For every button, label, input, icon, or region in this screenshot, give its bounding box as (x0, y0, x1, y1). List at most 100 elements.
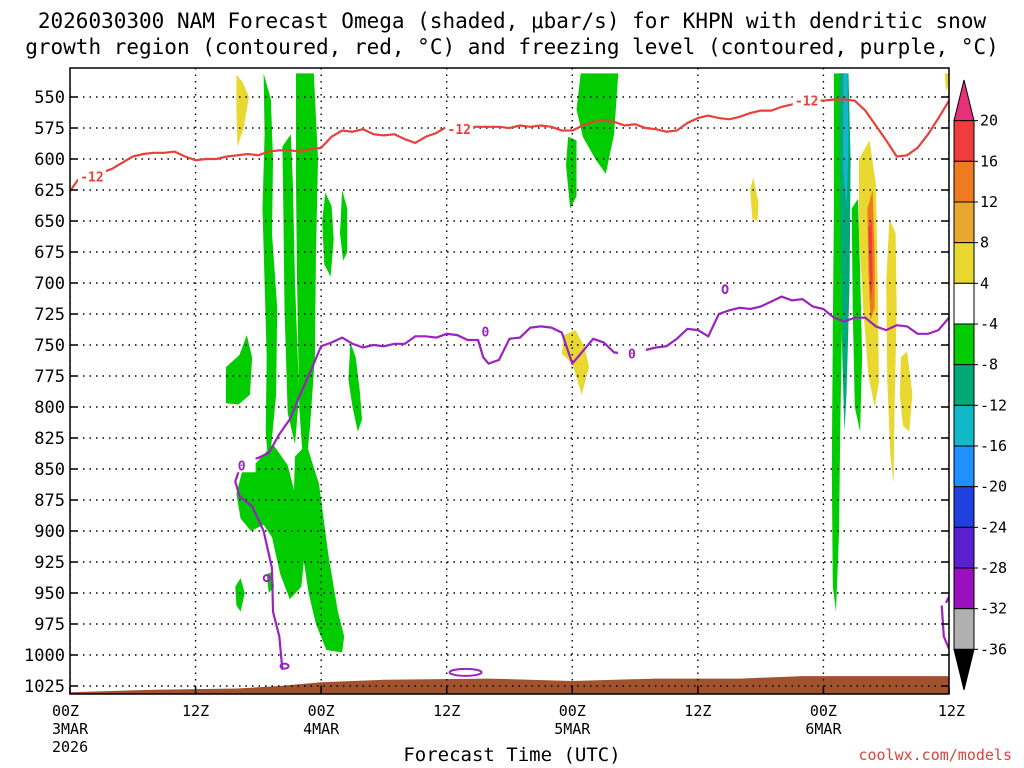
x-tick-label-0: 00Z (52, 702, 79, 720)
y-tick-label-19: 1025 (24, 677, 65, 697)
x-tick-label-1: 12Z (182, 702, 209, 720)
y-tick-label-4: 650 (34, 212, 65, 232)
colorbar-label-1: 16 (980, 152, 998, 170)
omega-region-14 (561, 330, 589, 395)
chart-title: 2026030300 NAM Forecast Omega (shaded, μ… (0, 8, 1024, 60)
omega-region-13 (566, 136, 577, 209)
x-tick-year-0: 2026 (52, 738, 88, 756)
colorbar-label-8: -16 (980, 437, 1007, 455)
omega-region-11 (348, 342, 362, 432)
contours: -12 -12 -12 0 0 0 (70, 92, 949, 677)
omega-region-18 (843, 73, 849, 209)
freezing-contour (238, 295, 949, 470)
credit-text: coolwx.com/models (858, 746, 1012, 764)
omega-region-3 (282, 134, 300, 445)
colorbar-label-11: -28 (980, 559, 1007, 577)
colorbar-swatch-6 (953, 323, 975, 366)
x-tick-date-6: 6MAR (805, 720, 842, 738)
omega-region-7 (235, 578, 245, 612)
colorbar-swatch-14 (953, 648, 975, 691)
y-tick-label-0: 550 (34, 88, 65, 108)
colorbar-swatch-3 (953, 201, 975, 244)
contour-label-bg-dgz-1 (77, 168, 106, 184)
x-tick-date-2: 4MAR (303, 720, 340, 738)
colorbar-swatch-4 (953, 242, 975, 284)
y-tick-label-5: 675 (34, 243, 65, 263)
x-tick-date-0: 3MAR (52, 720, 89, 738)
omega-region-10 (340, 190, 348, 261)
colorbar-swatch-1 (953, 120, 975, 162)
freezing-contour-blob-4 (721, 284, 729, 295)
y-tick-label-3: 625 (34, 181, 65, 201)
y-tick-label-12: 850 (34, 460, 65, 480)
contour-label-bg-fz-2 (471, 323, 500, 339)
colorbar-label-3: 8 (980, 234, 989, 252)
y-tick-label-17: 975 (34, 615, 65, 635)
y-tick-label-7: 725 (34, 305, 65, 325)
colorbar-label-2: 12 (980, 193, 998, 211)
title-line-1: 2026030300 NAM Forecast Omega (shaded, μ… (37, 9, 987, 33)
colorbar-swatch-5 (953, 282, 975, 325)
omega-region-2 (225, 335, 253, 405)
contour-label-fz-1: 0 (238, 459, 246, 474)
contour-label-dgz-2: -12 (448, 123, 471, 138)
omega-region-5 (236, 444, 305, 600)
colorbar-swatch-11 (953, 526, 975, 569)
y-tick-label-1: 575 (34, 119, 65, 139)
plot-border (69, 67, 950, 695)
title-line-2: growth region (contoured, red, °C) and f… (25, 35, 999, 59)
contour-label-bg-dgz-2 (445, 121, 474, 137)
x-tick-label-4: 00Z (559, 702, 586, 720)
colorbar-label-12: -32 (980, 600, 1007, 618)
colorbar-label-13: -36 (980, 640, 1007, 658)
omega-region-15 (750, 177, 759, 221)
y-tick-label-9: 775 (34, 367, 65, 387)
colorbar-swatch-0 (953, 79, 975, 122)
contour-label-dgz-1: -12 (80, 170, 103, 185)
freezing-contour-lower (234, 462, 284, 671)
y-tick-label-14: 900 (34, 522, 65, 542)
y-tick-label-18: 1000 (24, 646, 65, 666)
colorbar-label-0: 20 (980, 112, 998, 130)
omega-region-24 (899, 351, 913, 432)
omega-region-22 (868, 221, 873, 302)
omega-region-6 (293, 444, 345, 653)
terrain-surface (70, 676, 949, 694)
plot-frame (69, 67, 950, 695)
contour-label-fz-3: 0 (628, 348, 636, 363)
colorbar-swatch-10 (953, 486, 975, 528)
x-axis-title: Forecast Time (UTC) (403, 744, 621, 766)
x-tick-label-5: 12Z (684, 702, 711, 720)
omega-region-4 (296, 73, 318, 482)
omega-region-1 (262, 73, 278, 472)
colorbar-swatch-2 (953, 160, 975, 203)
x-tick-label-6: 00Z (810, 702, 837, 720)
colorbar-label-10: -24 (980, 518, 1007, 536)
x-tick-label-3: 12Z (433, 702, 460, 720)
terrain (70, 676, 949, 694)
y-axis: 550 575 600 625 650 675 700 725 750 775 800 825 850 8… (24, 88, 949, 697)
colorbar-swatch-9 (953, 445, 975, 488)
omega-region-9 (322, 192, 334, 277)
plot-background (70, 68, 949, 694)
colorbar-label-7: -12 (980, 396, 1007, 414)
freezing-contour-blob-1 (262, 574, 271, 583)
colorbar-swatch-13 (953, 608, 975, 650)
contour-label-bg-fz-1 (227, 457, 256, 473)
y-tick-label-11: 825 (34, 429, 65, 449)
colorbar-swatch-12 (953, 567, 975, 610)
x-tick-label-7: 12Z (938, 702, 965, 720)
grid (70, 68, 949, 694)
plot-area (70, 68, 949, 694)
colorbar-label-4: 4 (980, 274, 989, 292)
y-tick-label-6: 700 (34, 274, 65, 294)
contour-label-dgz-3: -12 (795, 95, 818, 110)
contour-label-bg-fz-3 (617, 345, 646, 361)
omega-region-23 (886, 218, 897, 484)
y-tick-label-15: 925 (34, 553, 65, 573)
y-tick-label-13: 875 (34, 491, 65, 511)
omega-region-12 (576, 73, 619, 174)
x-tick-date-4: 5MAR (554, 720, 591, 738)
